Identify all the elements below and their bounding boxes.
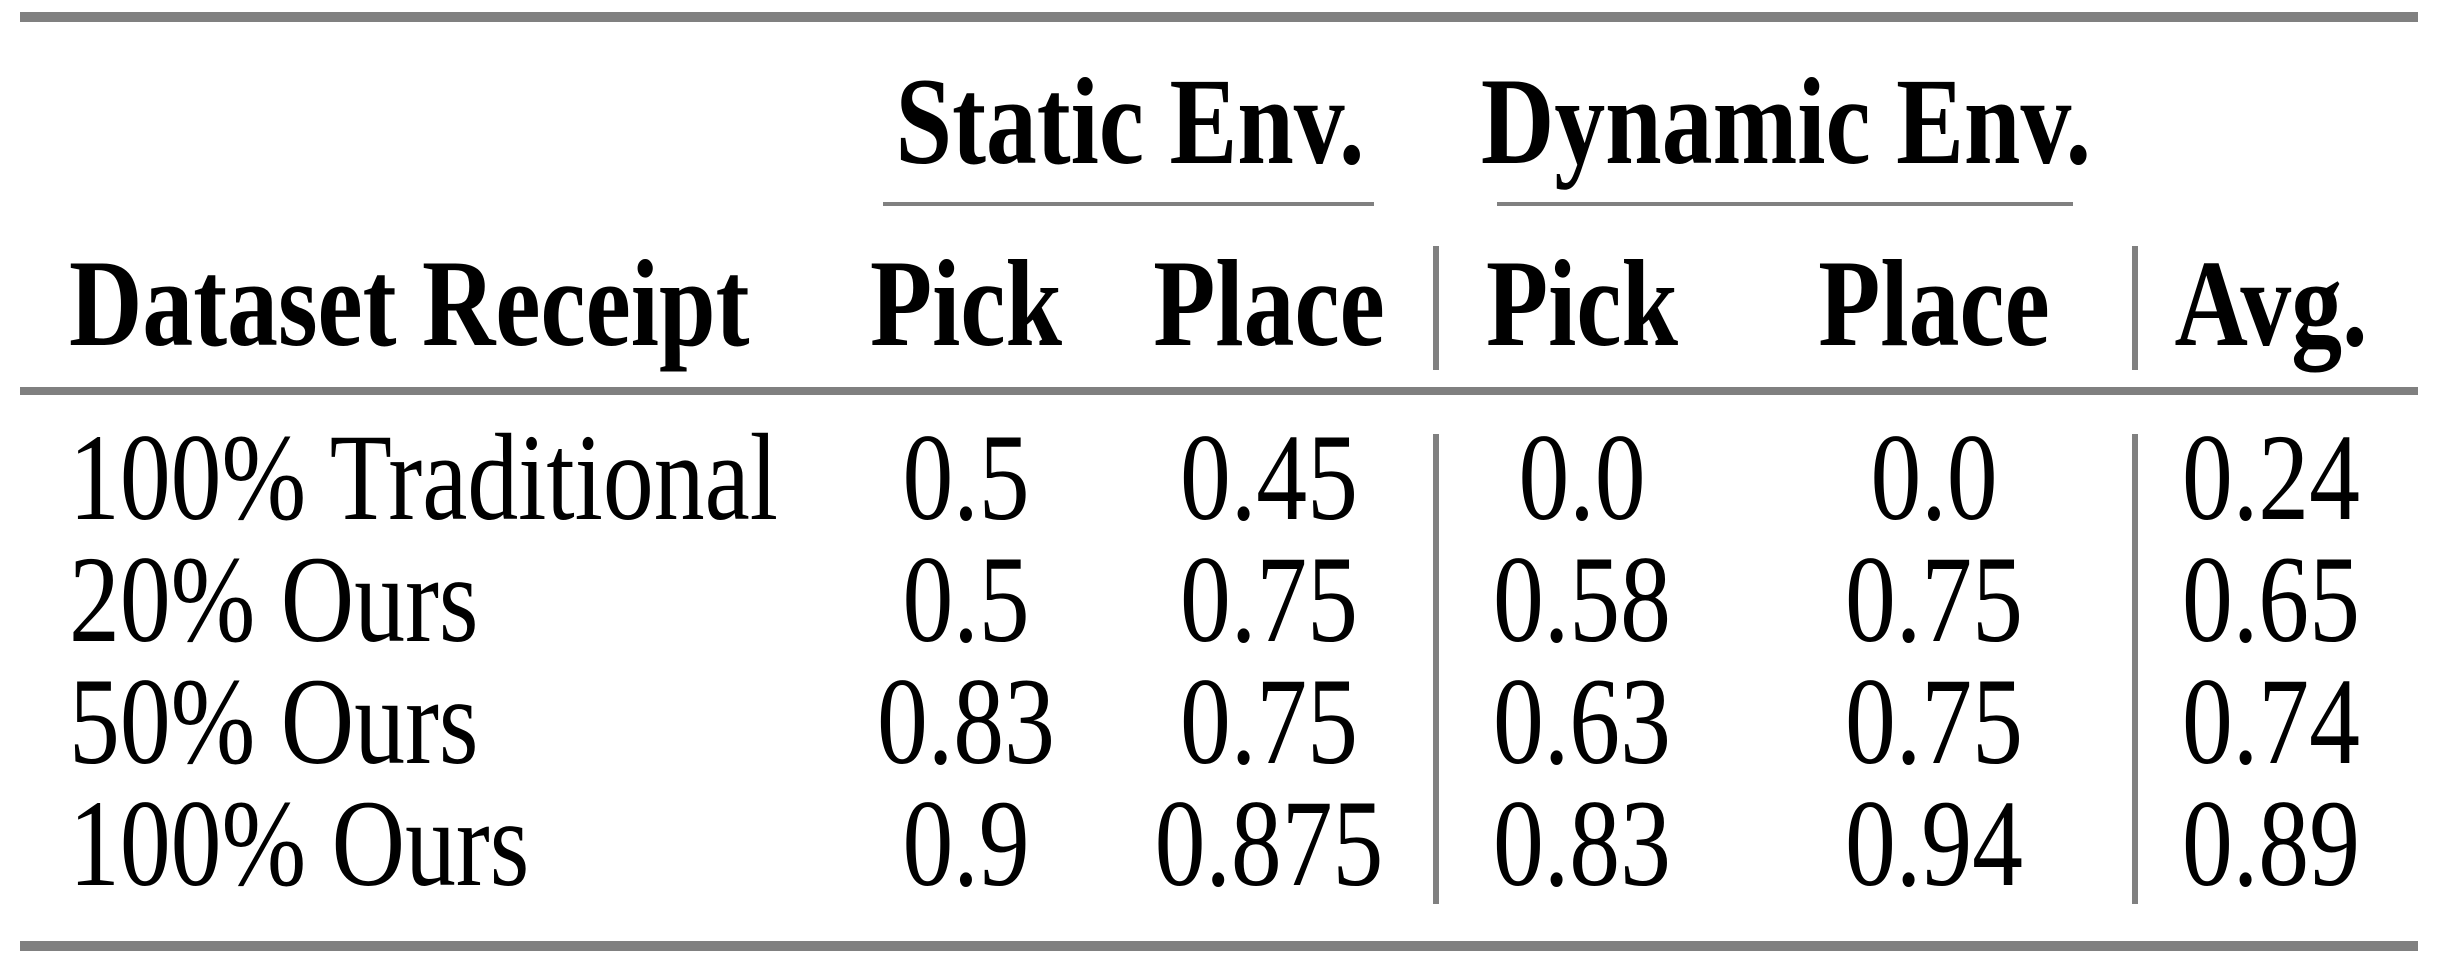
cell-static-place: 0.875 — [1154, 775, 1384, 912]
cell-static-place: 0.75 — [1180, 531, 1358, 668]
cell-static-pick: 0.5 — [902, 531, 1030, 668]
column-header-dynamic-pick: Pick — [1485, 235, 1679, 372]
cell-static-place: 0.45 — [1180, 409, 1358, 546]
column-header-static-place: Place — [1153, 235, 1385, 372]
group-header-dynamic-env: Dynamic Env. — [1480, 53, 2092, 190]
mid-rule — [20, 387, 2418, 395]
vertical-rule-avg-body — [2132, 434, 2138, 904]
cell-avg: 0.24 — [2182, 409, 2360, 546]
row-label: 100% Traditional — [69, 409, 778, 546]
column-header-dynamic-place: Place — [1818, 235, 2050, 372]
cell-dynamic-place: 0.75 — [1845, 531, 2023, 668]
cell-dynamic-place: 0.94 — [1845, 775, 2023, 912]
top-rule — [20, 12, 2418, 22]
vertical-rule-static-dynamic-body — [1433, 434, 1439, 904]
cell-static-pick: 0.9 — [902, 775, 1030, 912]
column-header-dataset-receipt: Dataset Receipt — [69, 235, 750, 372]
vertical-rule-static-dynamic-header — [1433, 246, 1439, 370]
cell-avg: 0.89 — [2182, 775, 2360, 912]
column-header-avg: Avg. — [2174, 235, 2368, 372]
group-header-static-env: Static Env. — [895, 53, 1365, 190]
cell-dynamic-pick: 0.0 — [1518, 409, 1646, 546]
cmidrule-static-env — [883, 202, 1374, 206]
cell-dynamic-pick: 0.83 — [1493, 775, 1671, 912]
row-label: 100% Ours — [69, 775, 530, 912]
cell-dynamic-place: 0.75 — [1845, 653, 2023, 790]
cell-dynamic-pick: 0.63 — [1493, 653, 1671, 790]
cell-avg: 0.74 — [2182, 653, 2360, 790]
vertical-rule-avg-header — [2132, 246, 2138, 370]
cell-static-place: 0.75 — [1180, 653, 1358, 790]
cmidrule-dynamic-env — [1497, 202, 2073, 206]
cell-static-pick: 0.83 — [877, 653, 1055, 790]
column-header-static-pick: Pick — [869, 235, 1063, 372]
row-label: 50% Ours — [69, 653, 479, 790]
cell-avg: 0.65 — [2182, 531, 2360, 668]
cell-dynamic-pick: 0.58 — [1493, 531, 1671, 668]
row-label: 20% Ours — [69, 531, 479, 668]
bottom-rule — [20, 941, 2418, 951]
cell-dynamic-place: 0.0 — [1870, 409, 1998, 546]
cell-static-pick: 0.5 — [902, 409, 1030, 546]
